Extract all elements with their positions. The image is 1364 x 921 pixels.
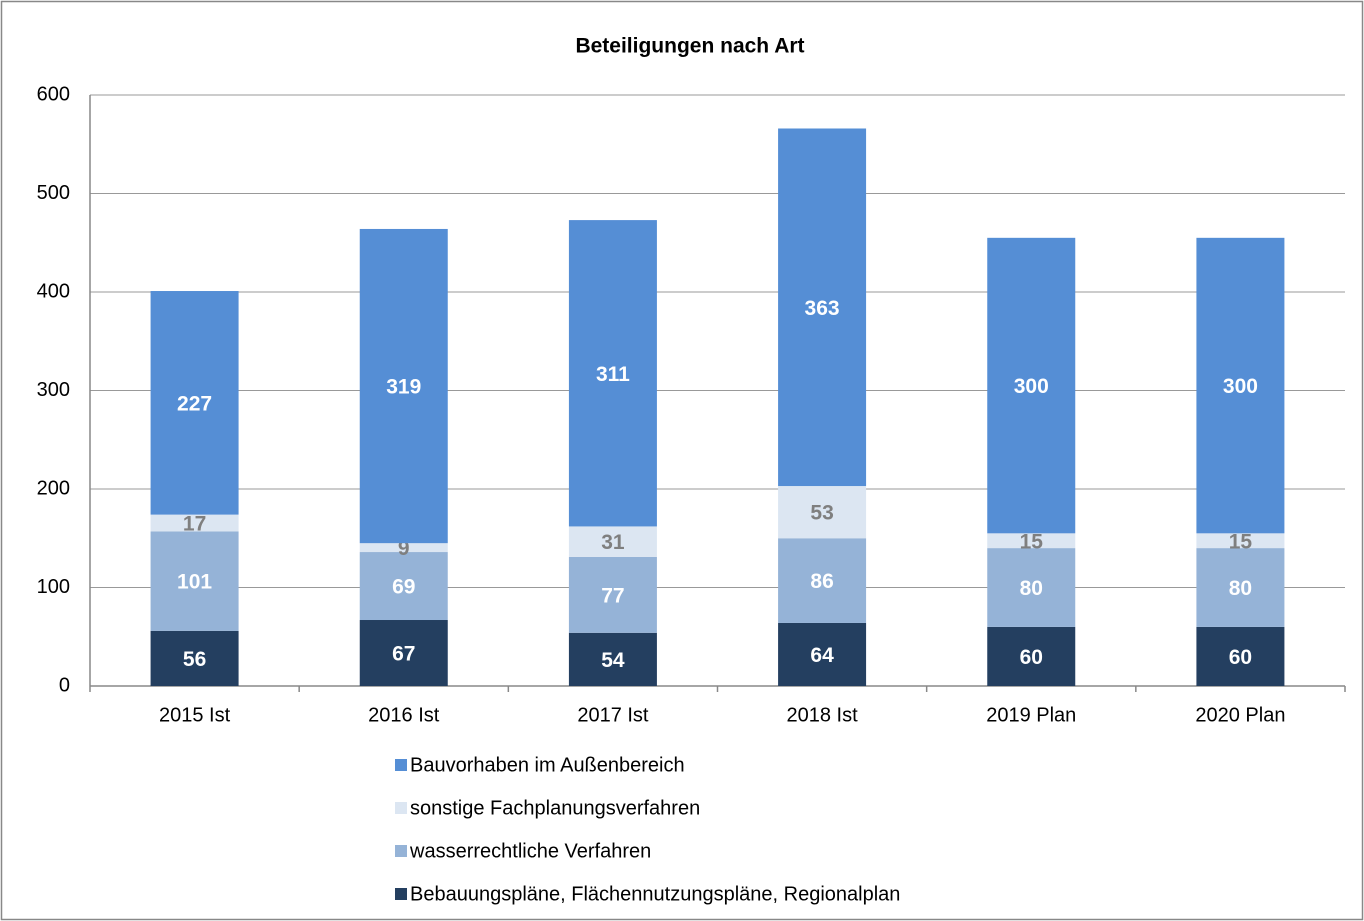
bar-segment: [150, 630, 239, 686]
data-label: 67: [392, 643, 415, 666]
data-label: 60: [1020, 646, 1043, 669]
x-tick-label: 2015 Ist: [159, 704, 231, 726]
bar-segment: [987, 533, 1076, 549]
bar-segment: [359, 543, 448, 553]
data-label: 300: [1014, 375, 1049, 398]
data-label: 54: [601, 649, 625, 672]
bar-segment: [987, 548, 1076, 627]
data-label: 60: [1229, 646, 1252, 669]
bar-segment: [568, 526, 657, 557]
chart-title: Beteiligungen nach Art: [575, 35, 804, 58]
data-label: 15: [1020, 530, 1044, 553]
data-label: 319: [386, 376, 421, 399]
data-label: 227: [177, 392, 212, 415]
legend-swatch: [395, 759, 407, 771]
x-tick-label: 2017 Ist: [577, 704, 649, 726]
y-tick-label: 300: [37, 379, 70, 401]
legend-swatch: [395, 888, 407, 900]
bar-segment: [359, 228, 448, 544]
bar-segment: [778, 128, 867, 487]
data-label: 56: [183, 648, 206, 671]
bar-segment: [150, 291, 239, 515]
bar-segment: [987, 626, 1076, 686]
bar-segment: [778, 486, 867, 539]
bar-segment: [359, 620, 448, 686]
data-label: 9: [398, 537, 410, 560]
data-label: 64: [810, 644, 834, 667]
data-label: 80: [1020, 577, 1043, 600]
y-tick-label: 500: [37, 182, 70, 204]
data-label: 15: [1229, 530, 1253, 553]
x-tick-label: 2016 Ist: [368, 704, 440, 726]
y-tick-label: 200: [37, 477, 70, 499]
data-label: 69: [392, 576, 415, 599]
legend-swatch: [395, 802, 407, 814]
bar-segment: [150, 514, 239, 532]
bar-segment: [1196, 237, 1285, 534]
legend-label: Bauvorhaben im Außenbereich: [410, 754, 685, 776]
bar-segment: [568, 632, 657, 686]
bar-segment: [568, 556, 657, 633]
legend-label: wasserrechtliche Verfahren: [409, 840, 651, 862]
data-label: 77: [601, 584, 624, 607]
bar-segment: [778, 622, 867, 686]
bar-segment: [778, 538, 867, 623]
bar-segment: [987, 237, 1076, 534]
bar-segment: [150, 531, 239, 631]
data-label: 31: [601, 531, 625, 554]
bar-segment: [568, 220, 657, 527]
y-tick-label: 600: [37, 83, 70, 105]
data-label: 363: [805, 297, 840, 320]
x-tick-label: 2018 Ist: [786, 704, 858, 726]
data-label: 53: [810, 502, 833, 525]
data-label: 101: [177, 571, 212, 594]
bar-segment: [359, 552, 448, 621]
bar-segment: [1196, 533, 1285, 549]
x-tick-label: 2019 Plan: [986, 704, 1076, 726]
data-label: 300: [1223, 375, 1258, 398]
data-label: 86: [810, 570, 833, 593]
bar-segment: [1196, 548, 1285, 627]
y-tick-label: 0: [59, 674, 70, 696]
y-tick-label: 400: [37, 280, 70, 302]
legend-label: Bebauungspläne, Flächennutzungspläne, Re…: [410, 883, 900, 905]
legend-label: sonstige Fachplanungsverfahren: [410, 797, 700, 819]
data-label: 311: [596, 363, 630, 386]
y-tick-label: 100: [37, 576, 70, 598]
x-tick-label: 2020 Plan: [1195, 704, 1285, 726]
data-label: 17: [183, 513, 206, 536]
data-label: 80: [1229, 577, 1252, 600]
bar-segment: [1196, 626, 1285, 686]
legend-swatch: [395, 845, 407, 857]
